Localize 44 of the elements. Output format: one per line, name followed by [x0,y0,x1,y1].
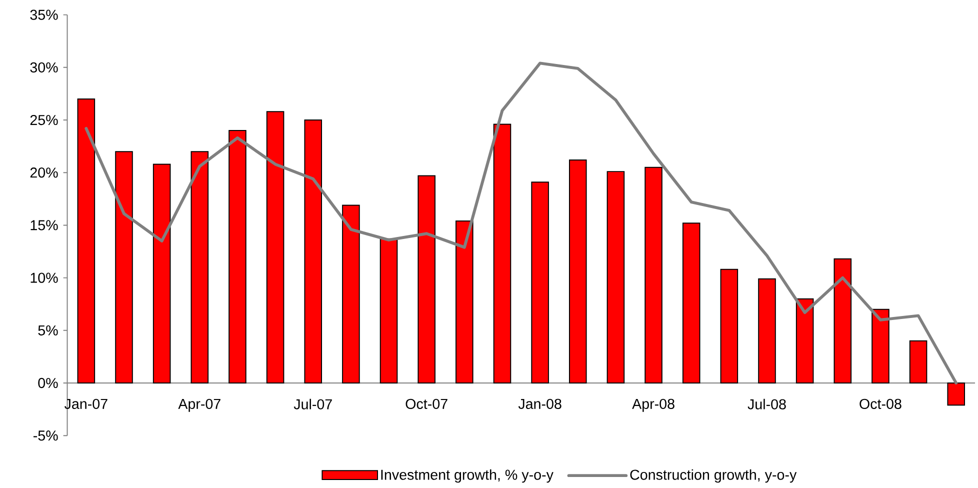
x-tick-label: Oct-08 [860,398,902,409]
x-tick-label: Apr-07 [178,398,220,412]
x-tick-label: Jan-07 [64,398,108,409]
bar [77,98,96,384]
x-tick-label: Oct-07 [406,398,448,409]
x-tick-label: Jul-07 [294,398,332,410]
bar [606,171,625,384]
bar [342,204,360,384]
x-tick-label: Jul-08 [748,398,786,410]
y-tick-label: 0% [38,378,58,388]
legend-label: Investment growth, % y-o-y [381,469,554,483]
y-tick-label: 35% [30,10,58,20]
bar [493,124,512,384]
bar [682,222,700,384]
bar [644,166,662,384]
bar [418,175,436,384]
y-tick-label: 25% [30,114,58,126]
bar [266,111,284,384]
bar [190,151,209,384]
bar [115,151,133,384]
bar [228,130,246,384]
bar [834,258,852,384]
bar [568,160,587,384]
bar [796,298,814,384]
bar [720,268,738,384]
y-tick-label: 20% [30,168,58,178]
y-tick-label: 5% [38,325,58,336]
bar [304,120,322,384]
bar [947,382,966,406]
line-series [84,62,958,385]
x-tick-label: Apr-08 [632,398,674,412]
bar [909,340,928,384]
bar [758,278,776,384]
legend-label: Construction growth, y-o-y [630,469,797,483]
bar [152,164,171,384]
bar [531,182,549,384]
bar [872,308,890,384]
y-tick-label: 15% [30,220,58,230]
x-tick-label: Jan-08 [518,398,562,409]
y-tick-label: -5% [34,430,58,441]
y-tick-label: 30% [30,62,58,72]
bar [380,238,398,384]
y-tick-label: 10% [30,272,58,283]
bar [456,220,474,384]
